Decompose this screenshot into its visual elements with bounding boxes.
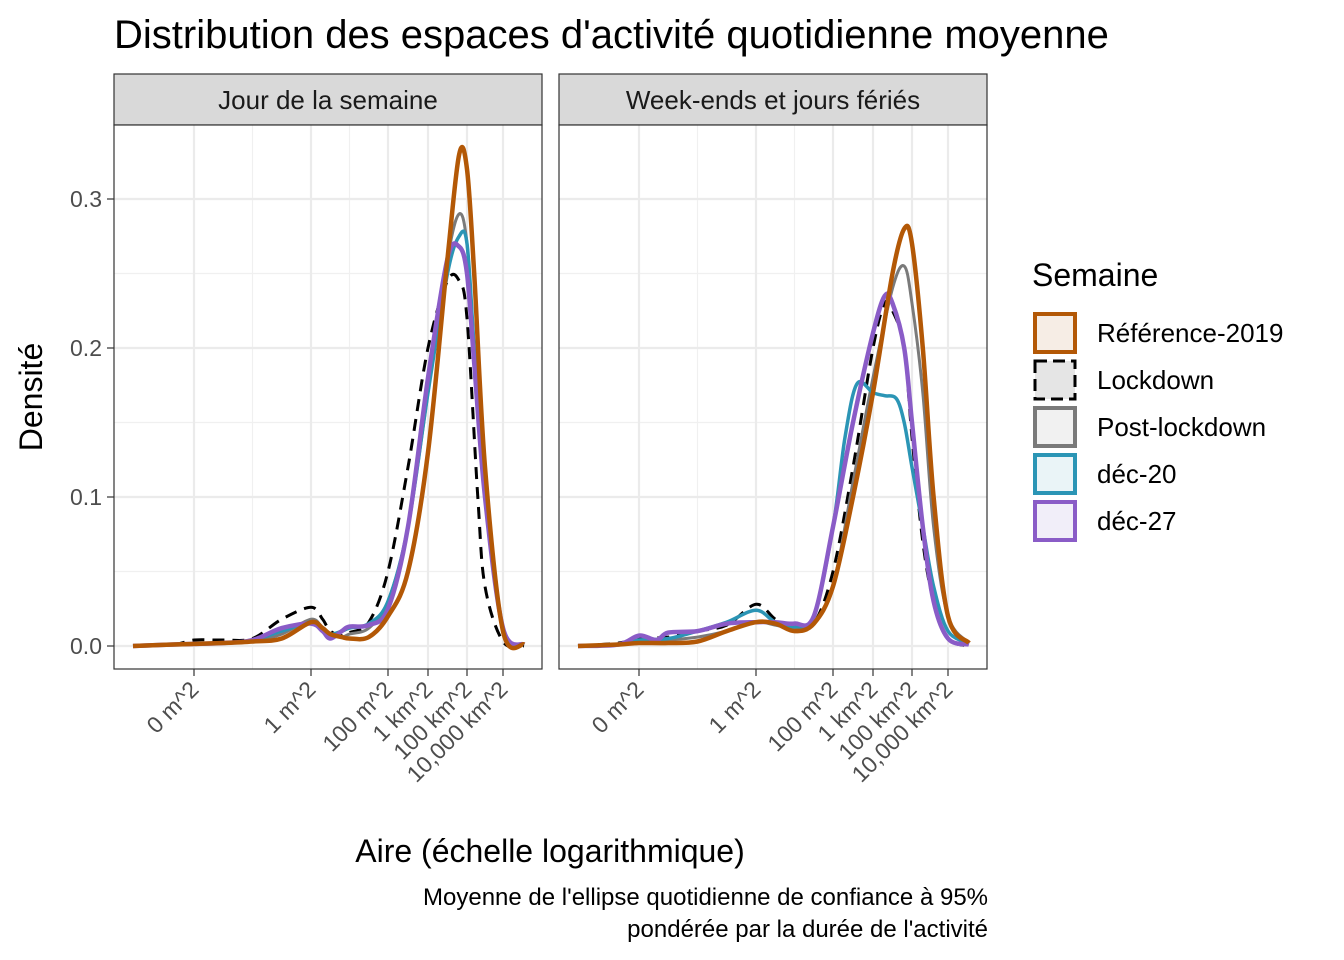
series-line-d-c-27 (132, 241, 526, 649)
facet-label: Week-ends et jours fériés (626, 85, 920, 115)
legend-label: Lockdown (1097, 365, 1214, 395)
legend-key-r-f-rence-2019 (1033, 312, 1077, 354)
legend-key-post-lockdown (1033, 406, 1077, 448)
legend-label: déc-27 (1097, 506, 1177, 536)
legend-title: Semaine (1032, 257, 1158, 293)
series-line-r-f-rence-2019 (132, 144, 526, 651)
x-tick-label: 1 m^2 (258, 676, 320, 738)
caption-line-1: Moyenne de l'ellipse quotidienne de conf… (423, 884, 988, 911)
legend-label: déc-20 (1097, 459, 1177, 489)
panel-border (113, 124, 543, 670)
legend-label: Référence-2019 (1097, 318, 1283, 348)
legend-key-d-c-27 (1033, 500, 1077, 542)
y-tick-label: 0.0 (70, 633, 102, 659)
legend: Semaine Référence-2019 Lockdown Post-lockd… (1032, 257, 1283, 542)
facet-strip (113, 73, 543, 126)
series-lines (577, 223, 971, 649)
facet-label: Jour de la semaine (218, 85, 438, 115)
chart-title: Distribution des espaces d'activité quot… (114, 13, 1109, 57)
series-line-lockdown (132, 272, 525, 649)
plot-area (559, 125, 987, 669)
caption-line-2: pondérée par la durée de l'activité (627, 916, 988, 943)
legend-label: Post-lockdown (1097, 412, 1266, 442)
y-tick-label: 0.3 (70, 186, 102, 212)
y-axis-label: Densité (13, 343, 49, 452)
facet-strip (558, 73, 988, 126)
y-tick-label: 0.2 (70, 335, 102, 361)
panel-border (558, 124, 988, 670)
y-tick-label: 0.1 (70, 484, 102, 510)
legend-key-d-c-20 (1033, 453, 1077, 495)
series-line-d-c-27 (577, 291, 970, 649)
x-tick-label: 0 m^2 (141, 676, 203, 738)
x-tick-label: 1 m^2 (703, 676, 765, 738)
legend-key-lockdown (1033, 359, 1077, 401)
series-lines (132, 144, 526, 651)
x-axis-label: Aire (échelle logarithmique) (355, 833, 745, 869)
series-line-r-f-rence-2019 (577, 223, 971, 649)
x-tick-label: 0 m^2 (586, 676, 648, 738)
